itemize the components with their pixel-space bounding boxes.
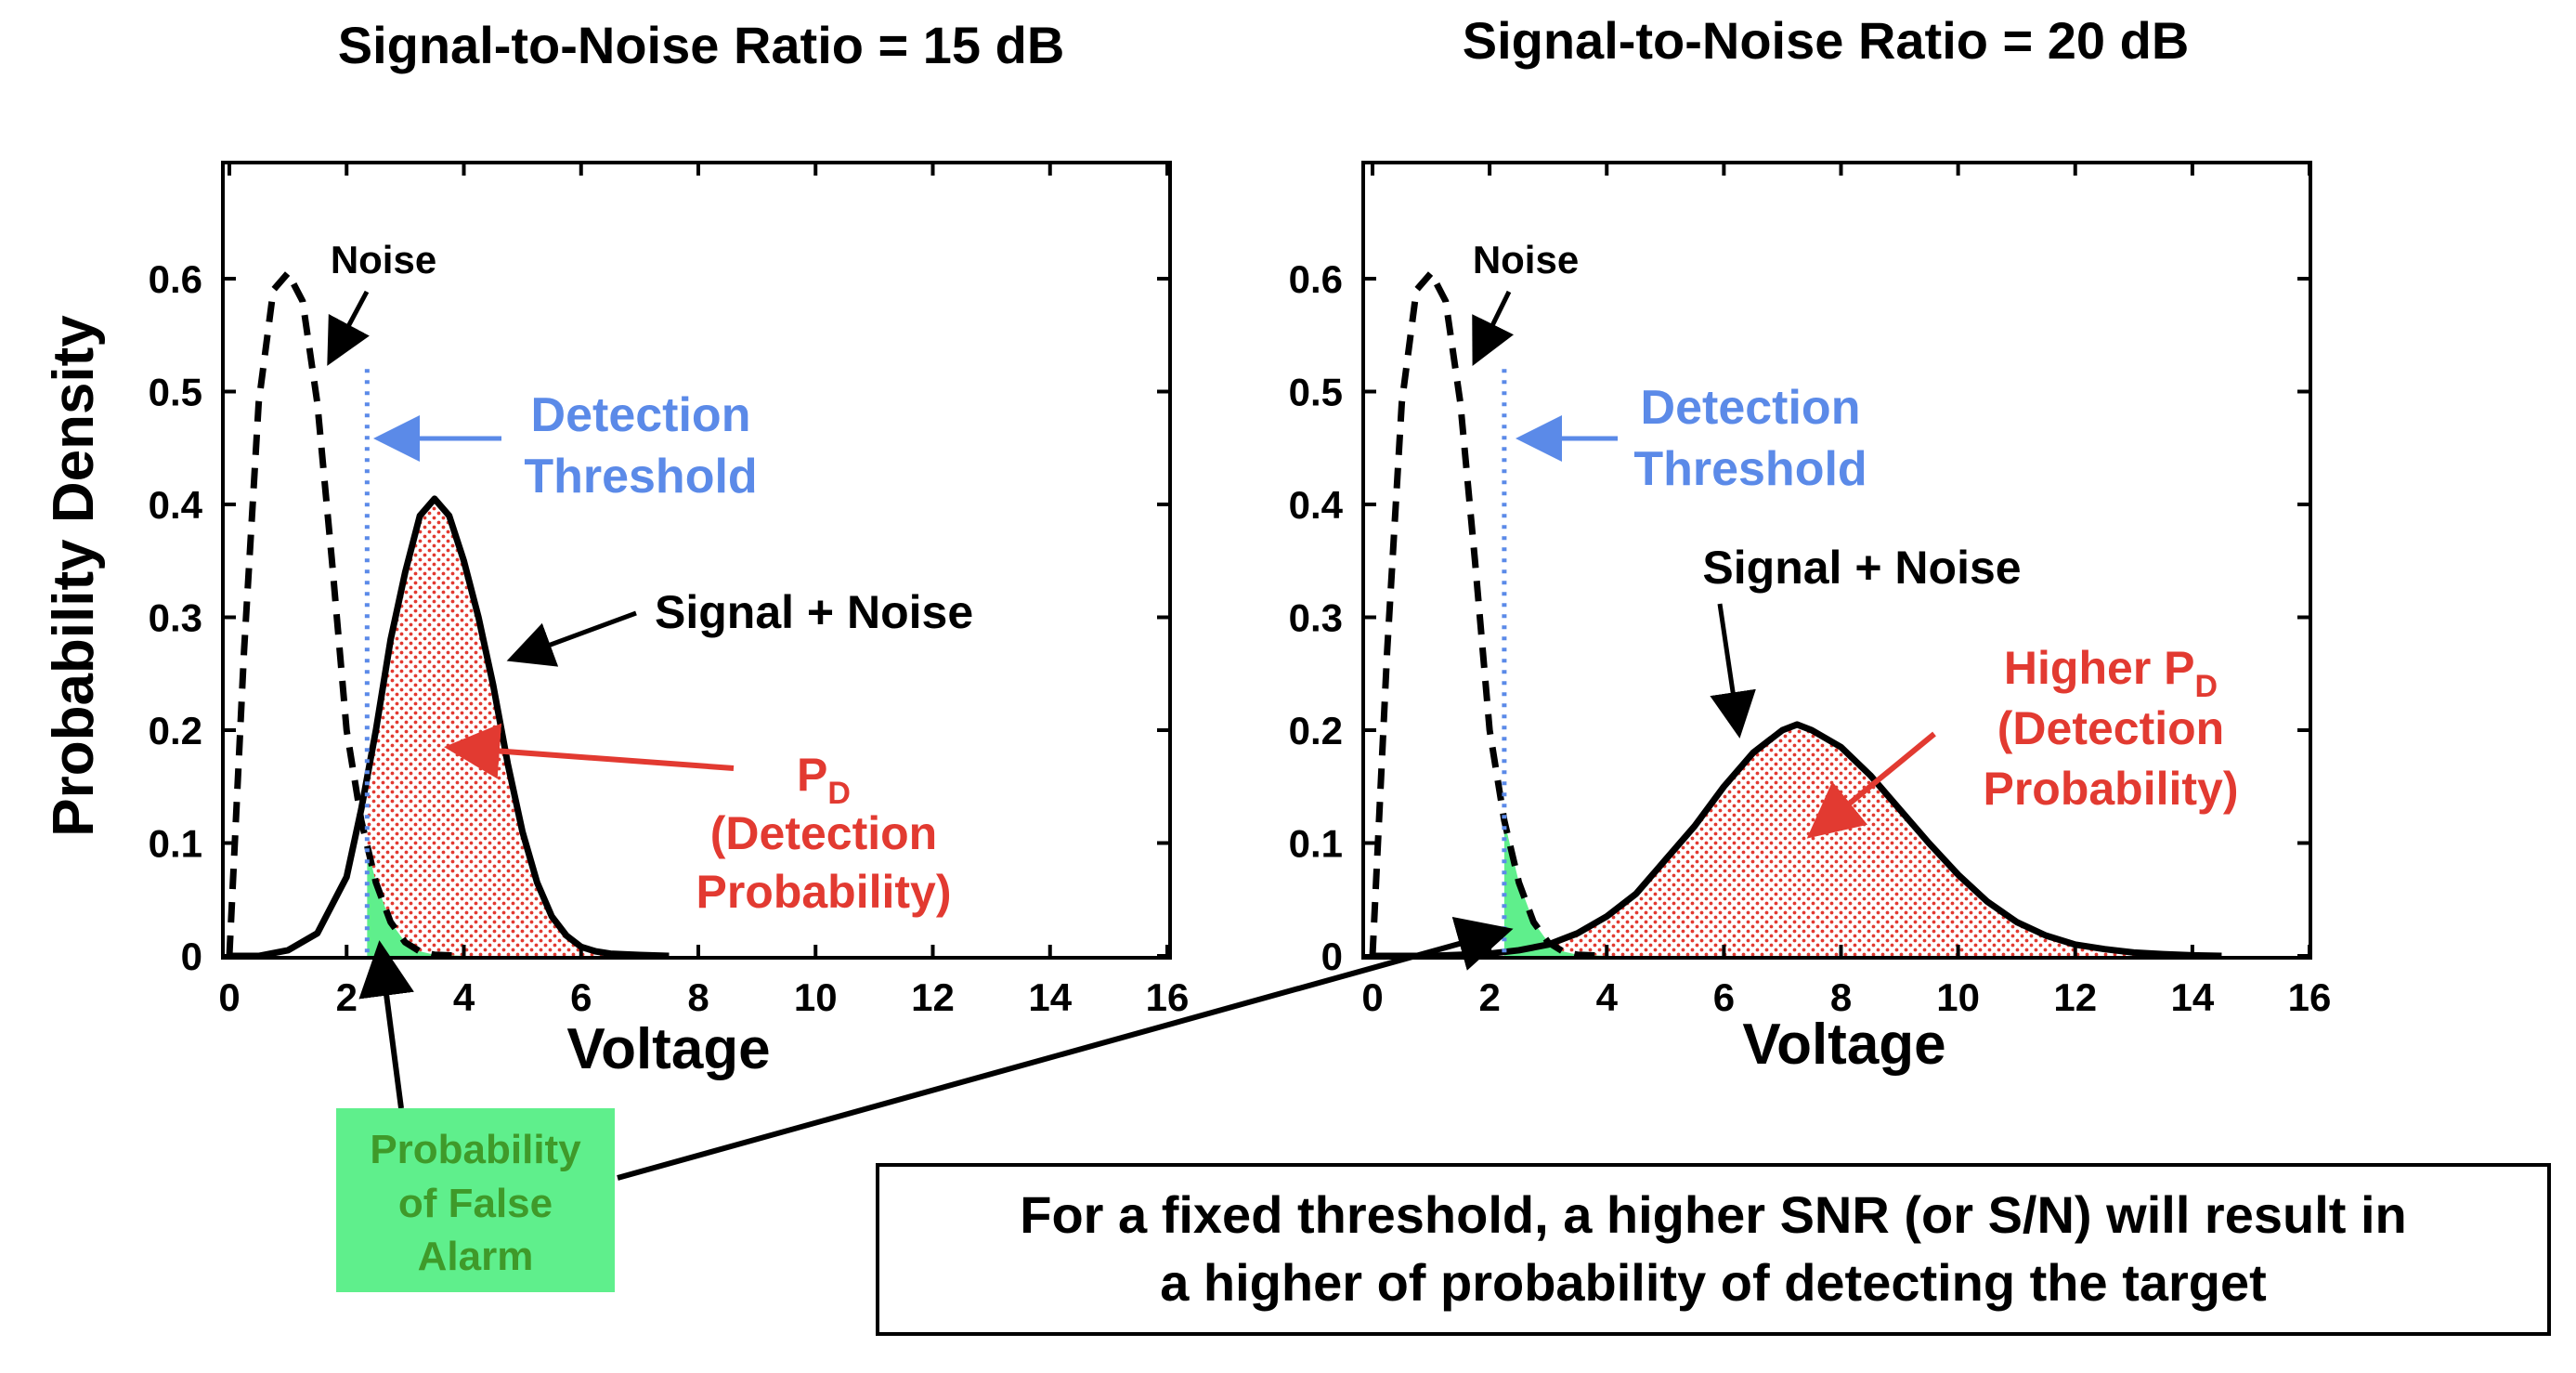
conclusion-box: For a fixed threshold, a higher SNR (or …	[876, 1163, 2551, 1336]
y-axis-label: Probability Density	[42, 315, 106, 837]
x-axis-label: Voltage	[566, 1017, 770, 1081]
threshold-label-line1: Detection	[531, 388, 751, 442]
chart-title: Signal-to-Noise Ratio = 20 dB	[1463, 11, 2190, 70]
pfa-region	[1503, 820, 1607, 956]
x-tick-label: 4	[453, 975, 475, 1019]
noise-label: Noise	[331, 238, 436, 281]
x-tick-label: 10	[1936, 975, 1980, 1019]
x-tick-label: 0	[1361, 975, 1383, 1019]
pd-label-line2: (Detection	[1997, 702, 2224, 754]
pfa-arrow-left	[358, 940, 414, 1109]
threshold-label-line2: Threshold	[524, 450, 757, 503]
pd-label-line3: Probability)	[1983, 763, 2238, 815]
fill-areas	[1503, 724, 2222, 956]
y-tick-label: 0.6	[149, 257, 202, 301]
pfa-label-line1: Probability	[370, 1127, 581, 1172]
pd-arrow	[1806, 731, 1936, 839]
pfa-label-line2: of False	[398, 1181, 553, 1226]
x-tick-label: 8	[687, 975, 709, 1019]
x-tick-label: 8	[1830, 975, 1852, 1019]
x-tick-label: 6	[1713, 975, 1735, 1019]
x-tick-label: 4	[1596, 975, 1619, 1019]
chart-snr-15db: Signal-to-Noise Ratio = 15 dB 0 2 4 6 8 10 12 1…	[42, 16, 1189, 1081]
false-alarm-callout: Probability of False Alarm	[336, 916, 1514, 1292]
conclusion-frame	[876, 1163, 2551, 1336]
y-tick-label: 0.4	[149, 483, 203, 527]
signal-arrow	[1710, 603, 1756, 739]
y-tick-label: 0.6	[1289, 257, 1343, 301]
signal-label: Signal + Noise	[1702, 542, 2021, 594]
y-tick-label: 0.4	[1289, 483, 1344, 527]
y-tick-label: 0.3	[1289, 596, 1343, 640]
plot-frame	[1361, 161, 2312, 960]
y-tick-label: 0	[181, 935, 202, 978]
y-tick-label: 0.2	[149, 709, 202, 752]
x-tick-label: 2	[336, 975, 358, 1019]
signal-label: Signal + Noise	[655, 586, 973, 638]
pd-arrow	[444, 723, 735, 779]
y-tick-label: 0.3	[149, 596, 202, 640]
noise-arrow	[1472, 290, 1515, 366]
signal-plus-noise-curve	[1373, 721, 2222, 960]
curves	[1369, 269, 2222, 960]
pd-label: Higher PD	[2004, 642, 2218, 704]
threshold-label-line1: Detection	[1641, 381, 1861, 435]
x-tick-label: 14	[2171, 975, 2215, 1019]
x-tick-label: 16	[1146, 975, 1190, 1019]
y-tick-label: 0	[1321, 935, 1343, 978]
x-tick-label: 2	[1478, 975, 1500, 1019]
x-tick-label: 16	[2288, 975, 2332, 1019]
pfa-arrow-right	[617, 916, 1514, 1181]
pd-region	[367, 498, 670, 956]
pd-label: PD	[797, 749, 851, 811]
chart-snr-20db: Signal-to-Noise Ratio = 20 dB 0 2 4 6 8 10 12 1…	[1289, 11, 2332, 1077]
x-tick-label: 0	[218, 975, 240, 1019]
pfa-box	[336, 1108, 615, 1292]
noise-arrow	[327, 290, 370, 366]
signal-arrow	[506, 610, 637, 667]
axis-ticks: 0 2 4 6 8 10 12 14 16 0 0.1 0.2 0.3 0.4 0.5 0.6	[149, 163, 1190, 1019]
pd-region	[1503, 724, 2222, 956]
fill-areas	[367, 498, 670, 956]
x-axis-label: Voltage	[1742, 1013, 1945, 1077]
y-tick-label: 0.1	[1289, 822, 1343, 866]
x-tick-label: 14	[1028, 975, 1072, 1019]
pfa-label-line3: Alarm	[418, 1234, 534, 1279]
noise-label: Noise	[1473, 238, 1579, 281]
x-tick-label: 12	[2053, 975, 2097, 1019]
y-tick-label: 0.5	[149, 371, 202, 414]
axis-ticks: 0 2 4 6 8 10 12 14 16 0 0.1 0.2 0.3 0.4 0.5 0.6	[1289, 163, 2332, 1019]
y-tick-label: 0.2	[1289, 709, 1343, 752]
y-tick-label: 0.5	[1289, 371, 1343, 414]
conclusion-line2: a higher of probability of detecting the…	[1160, 1253, 2267, 1312]
x-tick-label: 6	[570, 975, 592, 1019]
x-tick-label: 12	[911, 975, 955, 1019]
threshold-label-line2: Threshold	[1633, 442, 1867, 496]
pd-label-line3: Probability)	[696, 866, 951, 918]
conclusion-line1: For a fixed threshold, a higher SNR (or …	[1020, 1185, 2407, 1244]
x-tick-label: 10	[794, 975, 838, 1019]
y-tick-label: 0.1	[149, 822, 202, 866]
chart-title: Signal-to-Noise Ratio = 15 dB	[338, 16, 1065, 74]
pd-label-line2: (Detection	[710, 807, 937, 859]
noise-curve	[1369, 269, 1607, 960]
